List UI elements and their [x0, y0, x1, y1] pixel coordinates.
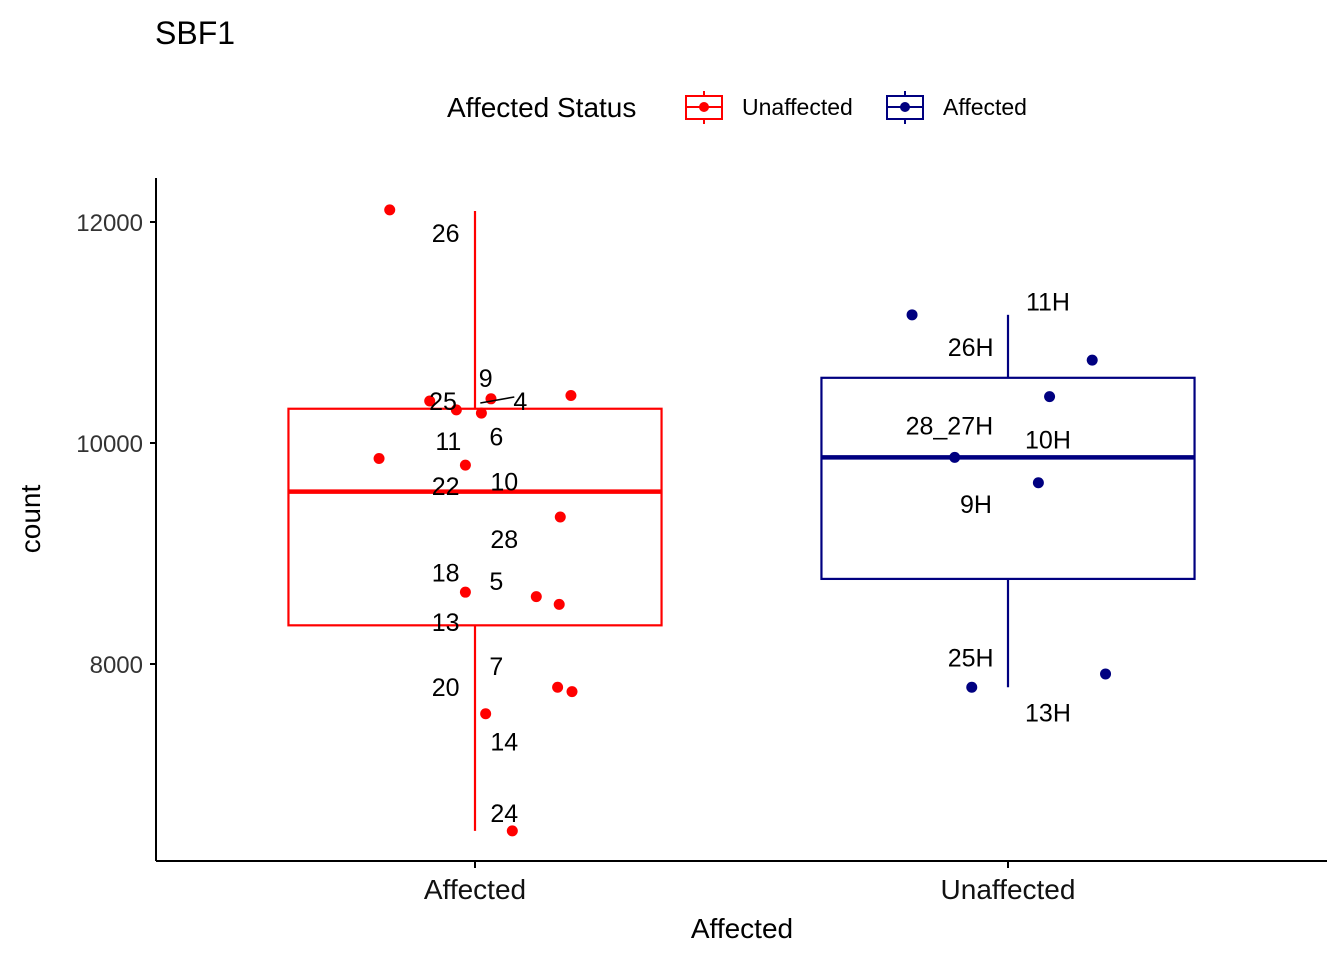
point-label: 26: [432, 220, 460, 248]
label-connector: [480, 396, 515, 404]
data-point: [553, 598, 565, 610]
iqr-box: [820, 376, 1196, 581]
legend-label-unaffected: Unaffected: [742, 94, 853, 120]
point-label: 25H: [948, 644, 994, 672]
x-tick-label: Affected: [424, 874, 526, 905]
data-point: [530, 591, 542, 603]
data-point: [949, 451, 961, 463]
data-point: [506, 825, 518, 837]
data-point: [450, 404, 462, 416]
data-point: [384, 204, 396, 216]
x-axis-ticks: Affected Unaffected: [424, 861, 1076, 905]
x-axis-title: Affected: [691, 913, 793, 944]
data-point: [1044, 391, 1056, 403]
legend-title: Affected Status: [447, 92, 636, 123]
data-point: [459, 586, 471, 598]
legend: Affected Status Unaffected Affected: [447, 91, 1027, 124]
point-label: 9: [479, 365, 493, 393]
legend-key-unaffected: [685, 91, 723, 124]
legend-label-affected: Affected: [943, 94, 1027, 120]
iqr-box: [287, 407, 663, 627]
data-point: [1086, 354, 1098, 366]
legend-key-affected: [886, 91, 924, 124]
point-label: 6: [489, 423, 503, 451]
data-point: [424, 395, 436, 407]
point-label: 14: [490, 728, 518, 756]
point-label: 10H: [1025, 427, 1071, 455]
point-label: 24: [490, 800, 518, 828]
data-point: [565, 389, 577, 401]
point-label: 11H: [1026, 289, 1070, 317]
x-tick-label: Unaffected: [941, 874, 1076, 905]
y-tick-label: 12000: [76, 210, 143, 237]
point-label: 26H: [948, 334, 994, 362]
data-point: [566, 686, 578, 698]
data-point: [373, 452, 385, 464]
point-label: 5: [489, 568, 503, 596]
group-affected: 26 94 25 11 6 22 10 28 18 5 13 7 20 14 24: [287, 204, 663, 837]
data-point: [554, 511, 566, 523]
point-label: 20: [432, 674, 460, 702]
point-label: 28: [490, 526, 518, 554]
point-label: 11: [435, 428, 461, 456]
y-tick-label: 8000: [90, 652, 143, 679]
data-point: [552, 681, 564, 693]
y-axis-title: count: [15, 485, 46, 554]
data-point: [906, 309, 918, 321]
data-point: [485, 393, 497, 405]
point-label: 7: [489, 653, 503, 681]
data-point: [475, 407, 487, 419]
point-label: 13: [432, 609, 460, 637]
point-label: 18: [432, 559, 460, 587]
point-label: 22: [432, 473, 460, 501]
data-point: [459, 459, 471, 471]
point-label: 10: [490, 469, 518, 497]
point-label: 25: [429, 388, 457, 416]
point-label: 4: [513, 388, 527, 416]
data-point: [1100, 668, 1112, 680]
point-label: 28_27H: [906, 412, 994, 440]
chart-title: SBF1: [155, 15, 235, 51]
point-label: 9H: [960, 491, 992, 519]
point-label: 13H: [1025, 700, 1071, 728]
y-axis-ticks: 8000 10000 12000: [76, 210, 156, 679]
data-point: [480, 708, 492, 720]
y-tick-label: 10000: [76, 431, 143, 458]
group-unaffected: 11H 26H 28_27H 10H 9H 25H 13H: [820, 289, 1196, 728]
data-point: [1032, 477, 1044, 489]
data-point: [966, 681, 978, 693]
